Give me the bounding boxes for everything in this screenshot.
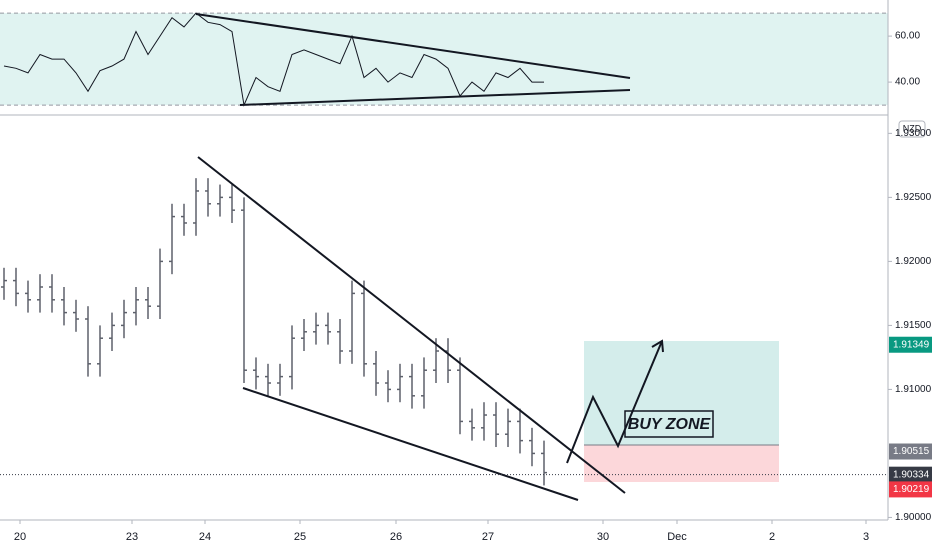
y-tick-label: 1.92500 [895,192,932,203]
x-tick-label: 2 [769,531,775,543]
trend-line [242,387,579,501]
y-tick-label: 40.00 [895,77,920,88]
band [0,13,888,106]
stop-zone [584,445,779,482]
price-label: 1.90334 [893,469,930,480]
price-label: 1.90219 [893,484,930,495]
x-tick-label: 30 [597,531,609,543]
annotation: BUY ZONE [628,416,712,433]
y-tick-label: 1.91500 [895,320,932,331]
x-tick-label: 27 [482,531,494,543]
arrow-head [651,339,664,353]
x-tick-label: 3 [863,531,869,543]
x-tick-label: 20 [14,531,26,543]
projection-path [566,340,663,464]
y-tick-label: 1.90000 [895,512,932,523]
x-tick-label: 25 [294,531,306,543]
rsi-pane [0,12,888,106]
y-tick-label: 1.91000 [895,384,932,395]
price-badge [889,336,932,353]
price-label: 1.91349 [893,339,930,350]
x-tick-label: 23 [126,531,138,543]
x-tick-label: Dec [667,531,687,543]
annotation-box [624,410,714,438]
trend-line [197,156,626,494]
y-tick-label: 1.92000 [895,256,932,267]
target-zone [584,341,779,445]
price-label: 1.90515 [893,446,930,457]
marks [1,12,547,486]
x-tick-label: 24 [199,531,211,543]
rsi-line [3,12,544,107]
drawings [195,13,664,501]
y-tick-label: 1.93000 [895,128,932,139]
y-tick-label: 60.00 [895,31,920,42]
trend-line [239,89,631,106]
trend-line [195,13,631,79]
currency: NZD [903,123,922,133]
currency-badge [898,120,926,138]
price-badge [889,443,932,460]
price-badge [889,481,932,498]
x-tick-label: 26 [390,531,402,543]
price-badge [889,466,932,483]
